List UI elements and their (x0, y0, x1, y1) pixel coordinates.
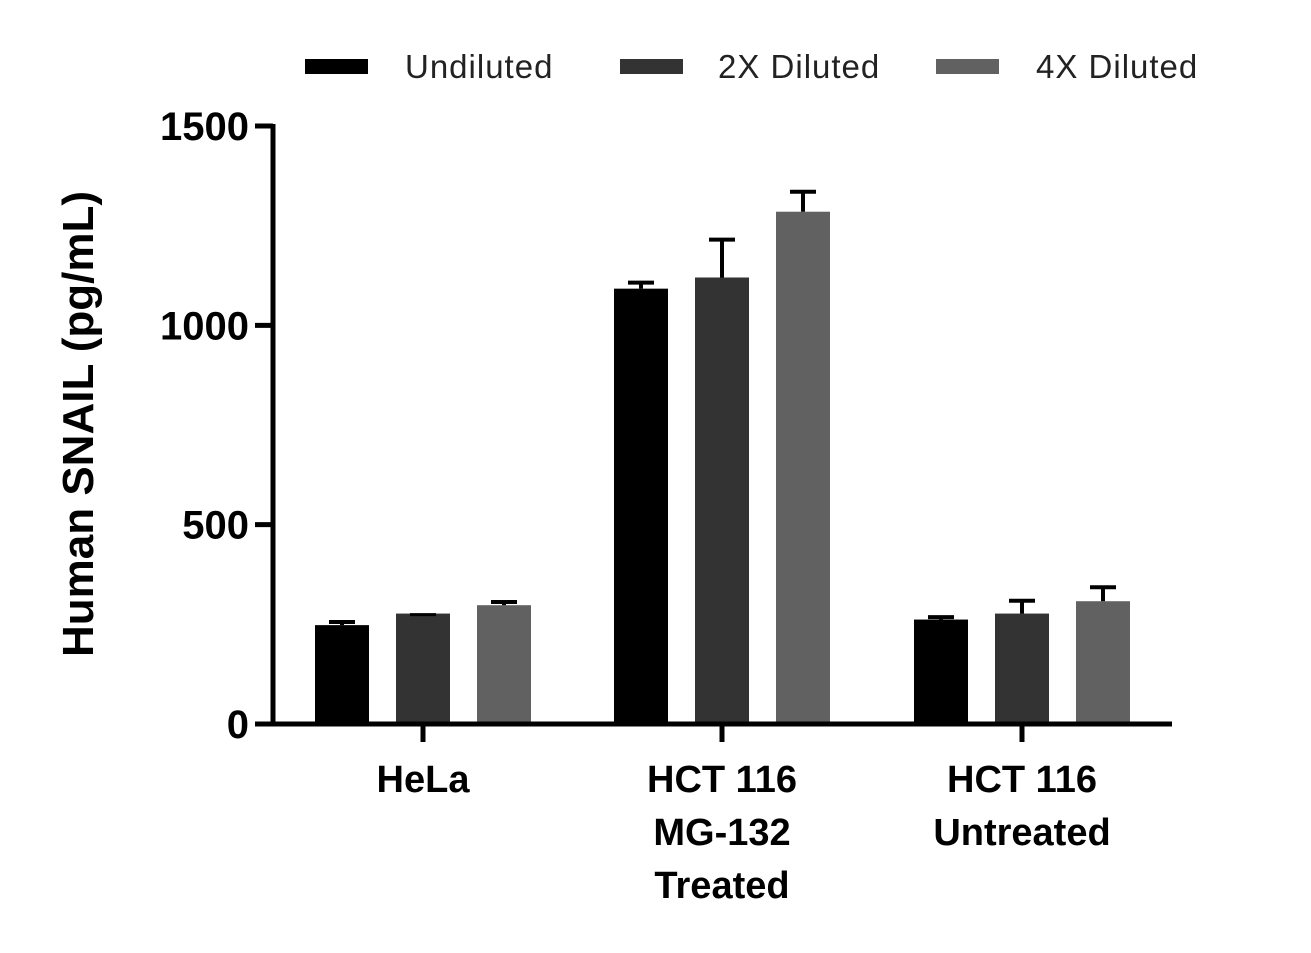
legend-swatch-1 (305, 59, 368, 74)
y-axis-label-group: Human SNAIL (pg/mL) (54, 191, 103, 657)
y-axis-label: Human SNAIL (pg/mL) (54, 191, 103, 657)
y-tick-label-4: 1500 (160, 105, 249, 149)
x-category-label-line: Treated (654, 865, 789, 907)
x-category-label-line: HeLa (377, 759, 471, 801)
legend-label-1: Undiluted (405, 48, 553, 85)
bar-3-2 (776, 211, 830, 725)
legend-swatch-3 (936, 59, 999, 74)
x-category-label-line: MG-132 (653, 812, 790, 854)
bar-1-2 (614, 288, 668, 724)
bar-1-1 (315, 625, 369, 724)
bar-1-3 (914, 619, 968, 724)
legend-label-2: 2X Diluted (718, 48, 880, 85)
bar-2-2 (695, 277, 749, 724)
x-axis-labels: HeLa HCT 116 MG-132 Treated HCT 116 Untreated (377, 759, 1111, 907)
bars (315, 189, 1130, 725)
legend: Undiluted 2X Diluted 4X Diluted (305, 48, 1198, 85)
y-tick-label-3: 1000 (160, 304, 249, 348)
x-category-label-line: HCT 116 (647, 759, 797, 801)
axes: 0 500 1000 1500 (160, 105, 1172, 747)
bar-2-3 (995, 613, 1049, 724)
bar-3-3 (1076, 601, 1130, 724)
x-category-label-1: HeLa (377, 759, 471, 801)
x-category-label-line: HCT 116 (947, 759, 1097, 801)
y-tick-label-1: 0 (227, 703, 249, 747)
x-category-label-3: HCT 116 Untreated (933, 759, 1110, 854)
y-tick-label-2: 500 (182, 504, 249, 548)
x-category-label-2: HCT 116 MG-132 Treated (647, 759, 797, 907)
legend-label-3: 4X Diluted (1036, 48, 1198, 85)
legend-swatch-2 (620, 59, 683, 74)
x-category-label-line: Untreated (933, 812, 1110, 854)
bar-3-1 (477, 605, 531, 724)
bar-2-1 (396, 613, 450, 724)
